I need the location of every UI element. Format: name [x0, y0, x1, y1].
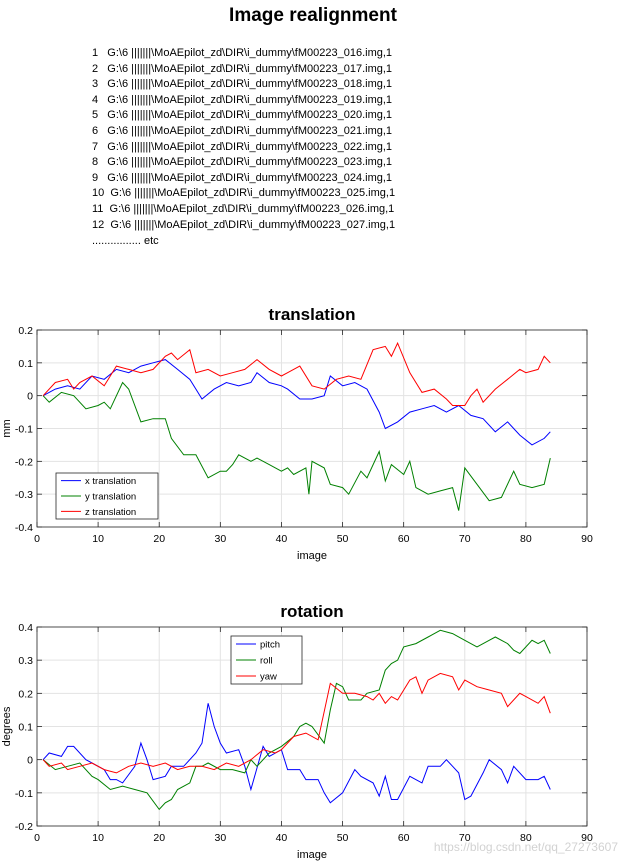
x-tick-label: 60	[398, 533, 410, 545]
series-line-pitch	[42, 703, 551, 804]
legend-label: pitch	[260, 640, 280, 651]
legend-label: x translation	[85, 476, 136, 487]
y-tick-label: 0.3	[18, 655, 33, 667]
y-tick-label: -0.1	[15, 788, 33, 800]
x-tick-label: 10	[92, 533, 104, 545]
y-tick-label: -0.1	[15, 424, 33, 436]
file-list-item: 3 G:\6 |||||||\MoAEpilot_zd\DIR\i_dummy\…	[92, 78, 393, 91]
series-line-roll	[42, 629, 551, 811]
file-list-item: 10 G:\6 |||||||\MoAEpilot_zd\DIR\i_dummy…	[92, 187, 396, 200]
y-axis-label: mm	[1, 419, 13, 437]
x-tick-label: 0	[34, 533, 40, 545]
legend-label: roll	[260, 656, 273, 667]
file-list-item: 4 G:\6 |||||||\MoAEpilot_zd\DIR\i_dummy\…	[92, 93, 393, 106]
chart-rotation: 0 10 20 30 40 50 60 70 80 90 -0.2 -0.1 0 0.1 0.2 0.3 0.4…	[1, 602, 593, 861]
x-tick-label: 0	[34, 832, 40, 844]
file-list-item: 6 G:\6 |||||||\MoAEpilot_zd\DIR\i_dummy\…	[92, 124, 393, 137]
x-tick-label: 70	[459, 832, 471, 844]
series-line-y-translation	[42, 381, 551, 511]
y-tick-label: 0.1	[18, 358, 33, 370]
file-list-item: 5 G:\6 |||||||\MoAEpilot_zd\DIR\i_dummy\…	[92, 109, 393, 122]
series-line-z-translation	[42, 341, 551, 406]
chart-legend: x translation y translation z translation	[55, 472, 159, 520]
x-axis-label: image	[297, 849, 327, 861]
watermark-text: https://blog.csdn.net/qq_27273607	[434, 840, 618, 854]
legend-label: y translation	[85, 492, 136, 503]
series-line-x-translation	[42, 359, 551, 446]
x-tick-label: 20	[153, 832, 165, 844]
x-tick-label: 30	[214, 533, 226, 545]
file-list-item: 7 G:\6 |||||||\MoAEpilot_zd\DIR\i_dummy\…	[92, 140, 393, 153]
legend-label: yaw	[260, 672, 277, 683]
file-list-item: 12 G:\6 |||||||\MoAEpilot_zd\DIR\i_dummy…	[92, 218, 396, 231]
y-tick-label: 0.4	[18, 622, 33, 634]
x-axis-label: image	[297, 550, 327, 562]
y-tick-label: 0.1	[18, 722, 33, 734]
y-tick-label: 0	[27, 755, 33, 767]
y-tick-label: -0.3	[15, 489, 33, 501]
file-list-etc: ................ etc	[92, 235, 159, 247]
x-tick-label: 10	[92, 832, 104, 844]
file-list-item: 9 G:\6 |||||||\MoAEpilot_zd\DIR\i_dummy\…	[92, 171, 393, 184]
x-tick-label: 50	[337, 533, 349, 545]
x-tick-label: 20	[153, 533, 165, 545]
file-list-item: 11 G:\6 |||||||\MoAEpilot_zd\DIR\i_dummy…	[92, 202, 395, 215]
y-tick-label: 0.2	[18, 325, 33, 337]
x-tick-label: 40	[276, 533, 288, 545]
x-tick-label: 40	[276, 832, 288, 844]
x-tick-label: 80	[520, 533, 532, 545]
x-tick-label: 50	[337, 832, 349, 844]
page-title: Image realignment	[229, 5, 397, 26]
chart-translation: 0 10 20 30 40 50 60 70 80 90 -0.4 -0.3 -0.2 -0.1 0 0.1 0…	[1, 305, 593, 562]
chart-title: rotation	[280, 602, 343, 621]
file-list: 1 G:\6 |||||||\MoAEpilot_zd\DIR\i_dummy\…	[92, 46, 395, 233]
x-tick-label: 60	[398, 832, 410, 844]
legend-label: z translation	[85, 507, 136, 518]
y-tick-label: -0.2	[15, 821, 33, 833]
x-tick-label: 70	[459, 533, 471, 545]
y-axis-label: degrees	[1, 706, 13, 746]
file-list-item: 1 G:\6 |||||||\MoAEpilot_zd\DIR\i_dummy\…	[92, 47, 393, 59]
series-line-yaw	[42, 672, 551, 774]
y-tick-label: 0.2	[18, 688, 33, 700]
chart-legend: pitch roll yaw	[230, 635, 303, 685]
x-tick-label: 90	[581, 533, 593, 545]
chart-title: translation	[269, 305, 356, 324]
y-tick-label: 0	[27, 391, 33, 403]
y-tick-label: -0.4	[15, 522, 33, 534]
x-tick-label: 30	[214, 832, 226, 844]
y-tick-label: -0.2	[15, 456, 33, 468]
file-list-item: 8 G:\6 |||||||\MoAEpilot_zd\DIR\i_dummy\…	[92, 156, 393, 169]
x-tick-label: 80	[520, 832, 532, 844]
x-tick-label: 90	[581, 832, 593, 844]
file-list-item: 2 G:\6 |||||||\MoAEpilot_zd\DIR\i_dummy\…	[92, 62, 393, 75]
